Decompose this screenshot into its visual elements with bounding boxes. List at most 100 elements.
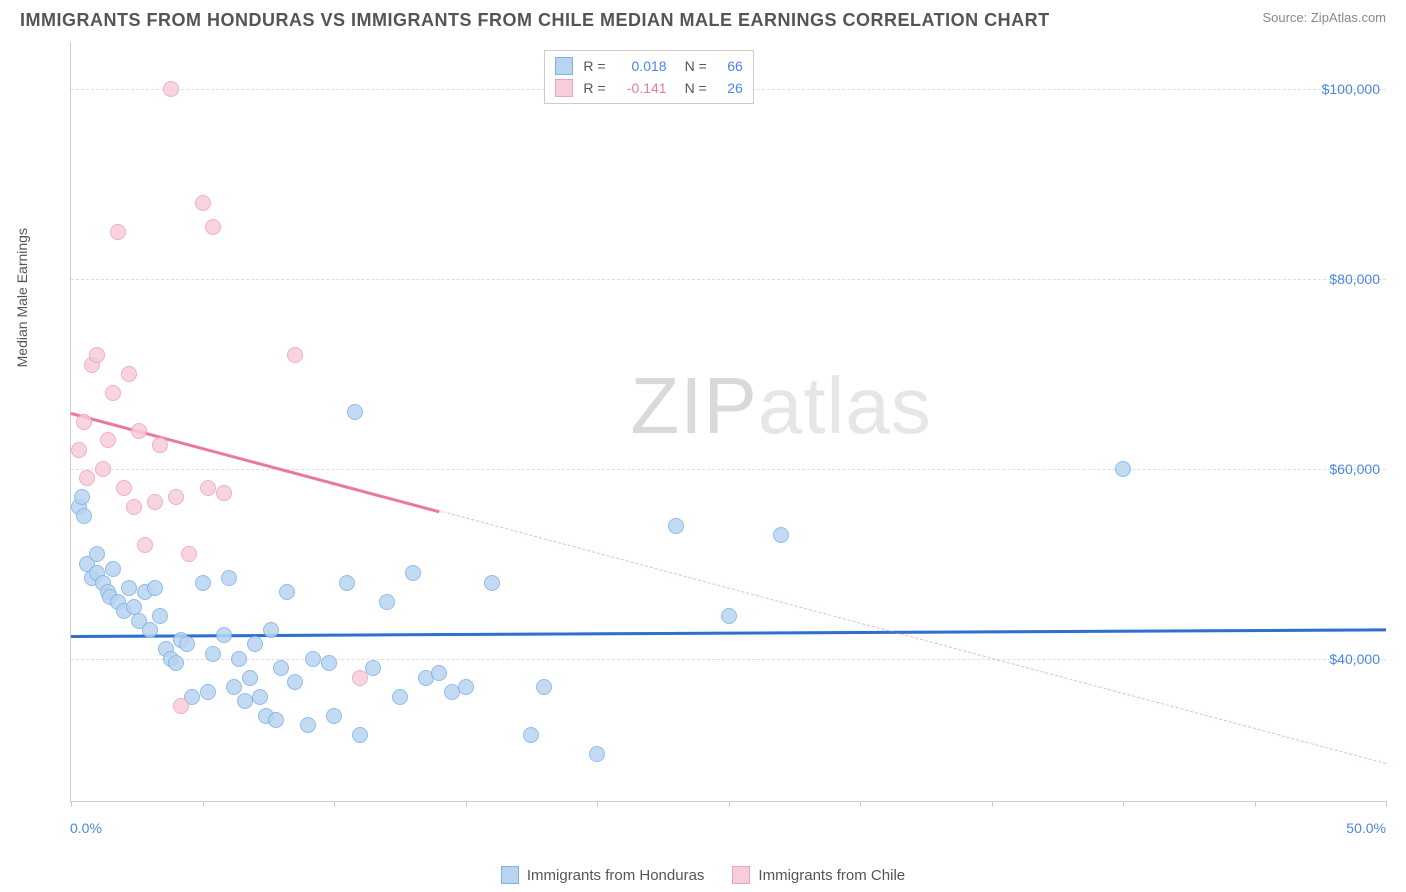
point-chile (89, 347, 105, 363)
point-chile (71, 442, 87, 458)
point-chile (163, 81, 179, 97)
point-honduras (195, 575, 211, 591)
x-axis-min-label: 0.0% (70, 820, 102, 836)
point-honduras (242, 670, 258, 686)
legend-swatch (732, 866, 750, 884)
stats-n-key: N = (685, 80, 707, 96)
point-chile (126, 499, 142, 515)
point-chile (76, 414, 92, 430)
stats-r-value: 0.018 (612, 58, 667, 74)
point-honduras (121, 580, 137, 596)
stats-row: R =0.018N =66 (555, 55, 742, 77)
chart-area: Median Male Earnings ZIPatlas $40,000$60… (22, 42, 1386, 832)
point-honduras (231, 651, 247, 667)
x-axis-max-label: 50.0% (1346, 820, 1386, 836)
point-honduras (237, 693, 253, 709)
bottom-legend: Immigrants from Honduras Immigrants from… (0, 866, 1406, 884)
legend-swatch (501, 866, 519, 884)
point-honduras (352, 727, 368, 743)
point-chile (152, 437, 168, 453)
legend-item-honduras: Immigrants from Honduras (501, 866, 705, 884)
point-honduras (339, 575, 355, 591)
point-honduras (263, 622, 279, 638)
point-chile (95, 461, 111, 477)
legend-label: Immigrants from Honduras (527, 867, 705, 884)
y-tick-label: $100,000 (1322, 81, 1380, 97)
plot-region: ZIPatlas $40,000 $60,000 $80,000 $100,000 R … (70, 42, 1386, 802)
source-label: Source: ZipAtlas.com (1262, 10, 1386, 25)
point-honduras (668, 518, 684, 534)
point-honduras (484, 575, 500, 591)
point-honduras (76, 508, 92, 524)
y-tick-label: $40,000 (1329, 651, 1380, 667)
point-honduras (1115, 461, 1131, 477)
gridline (71, 469, 1386, 470)
y-tick-label: $60,000 (1329, 461, 1380, 477)
gridline (71, 279, 1386, 280)
point-honduras (721, 608, 737, 624)
point-honduras (589, 746, 605, 762)
point-honduras (168, 655, 184, 671)
point-honduras (221, 570, 237, 586)
point-honduras (523, 727, 539, 743)
chart-title: IMMIGRANTS FROM HONDURAS VS IMMIGRANTS F… (20, 10, 1050, 31)
legend-label: Immigrants from Chile (758, 867, 905, 884)
stats-r-value: -0.141 (612, 80, 667, 96)
point-chile (168, 489, 184, 505)
point-chile (131, 423, 147, 439)
point-honduras (279, 584, 295, 600)
x-tick (203, 801, 204, 807)
point-honduras (347, 404, 363, 420)
trendline-solid (71, 412, 440, 513)
point-honduras (536, 679, 552, 695)
point-chile (181, 546, 197, 562)
x-tick (1386, 801, 1387, 807)
stats-r-key: R = (583, 58, 605, 74)
watermark: ZIPatlas (630, 360, 931, 452)
stats-row: R = -0.141 N = 26 (555, 77, 742, 99)
x-tick (860, 801, 861, 807)
point-chile (110, 224, 126, 240)
point-chile (100, 432, 116, 448)
point-honduras (179, 636, 195, 652)
point-honduras (365, 660, 381, 676)
point-honduras (74, 489, 90, 505)
point-honduras (379, 594, 395, 610)
point-honduras (226, 679, 242, 695)
point-chile (195, 195, 211, 211)
x-tick (71, 801, 72, 807)
stats-r-key: R = (583, 80, 605, 96)
point-honduras (305, 651, 321, 667)
stats-n-value: 26 (713, 80, 743, 96)
y-axis-label: Median Male Earnings (14, 228, 30, 367)
point-chile (116, 480, 132, 496)
stats-n-value: 66 (713, 58, 743, 74)
stats-swatch (555, 79, 573, 97)
point-honduras (287, 674, 303, 690)
point-honduras (152, 608, 168, 624)
gridline (71, 659, 1386, 660)
point-chile (205, 219, 221, 235)
stats-legend: R = 0.018 N = 66 R = -0.141 N = 26 (544, 50, 753, 104)
point-chile (173, 698, 189, 714)
point-chile (287, 347, 303, 363)
x-tick (729, 801, 730, 807)
x-tick (1123, 801, 1124, 807)
point-honduras (142, 622, 158, 638)
point-chile (352, 670, 368, 686)
point-chile (79, 470, 95, 486)
legend-item-chile: Immigrants from Chile (732, 866, 905, 884)
point-chile (147, 494, 163, 510)
point-honduras (105, 561, 121, 577)
point-chile (137, 537, 153, 553)
point-honduras (405, 565, 421, 581)
x-tick (1255, 801, 1256, 807)
point-honduras (200, 684, 216, 700)
point-honduras (773, 527, 789, 543)
point-honduras (216, 627, 232, 643)
point-honduras (252, 689, 268, 705)
point-honduras (268, 712, 284, 728)
point-chile (216, 485, 232, 501)
point-honduras (321, 655, 337, 671)
y-tick-label: $80,000 (1329, 271, 1380, 287)
